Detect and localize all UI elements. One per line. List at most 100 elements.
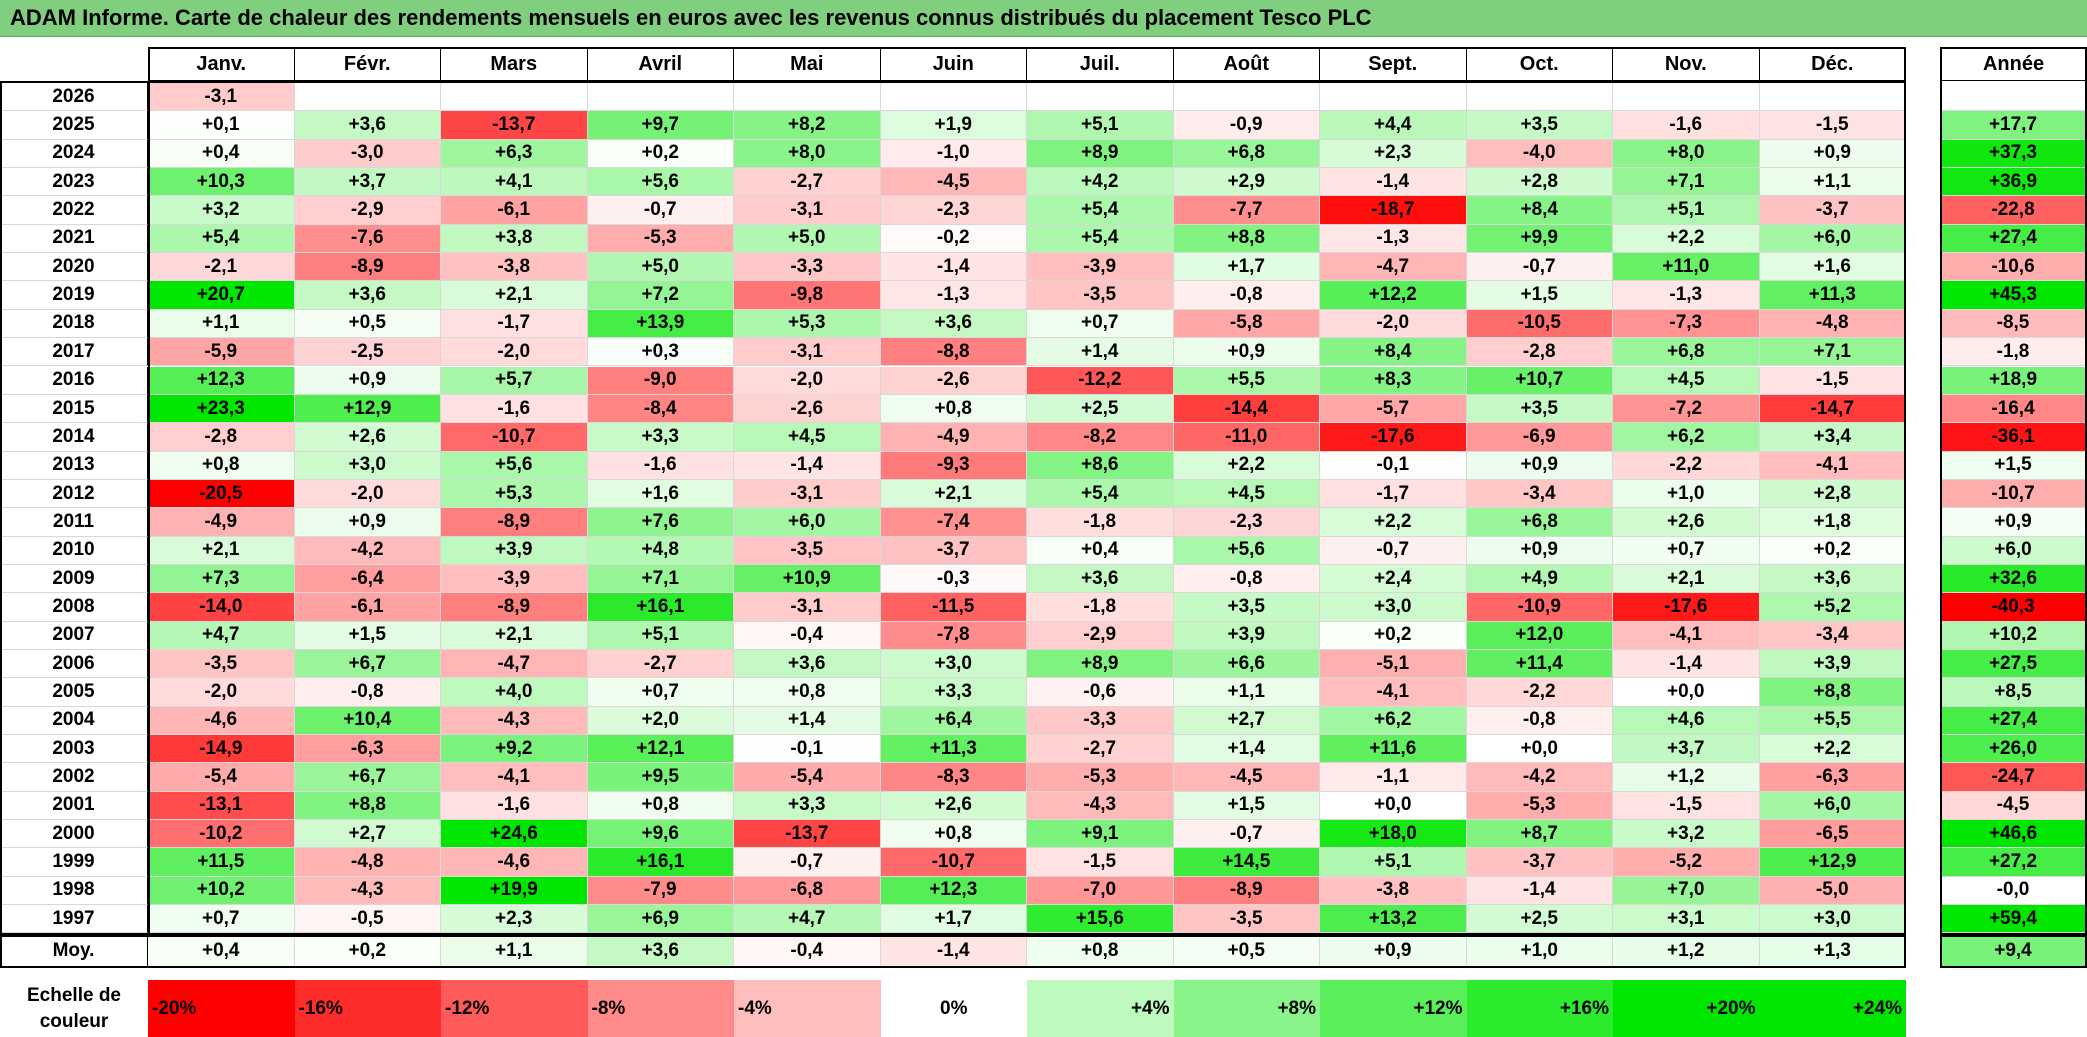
heatmap-cell: +12,9: [294, 394, 441, 424]
heatmap-cell: +2,1: [880, 479, 1027, 509]
heatmap-cell: +0,1: [148, 111, 295, 140]
year-label: 2026: [0, 83, 148, 112]
heatmap-cell: [1466, 83, 1613, 112]
heatmap-cell: +4,9: [1466, 564, 1613, 594]
heatmap-cell: +3,0: [880, 650, 1027, 679]
heatmap-cell: -4,3: [1027, 791, 1174, 821]
heatmap-cell: -2,6: [880, 366, 1027, 395]
heatmap-cell: +0,0: [1466, 735, 1613, 764]
heatmap-cell: +0,7: [1027, 309, 1174, 339]
heatmap-cell: -14,0: [148, 593, 295, 622]
heatmap-cell: +5,0: [734, 224, 881, 254]
heatmap-cell: +0,2: [1320, 621, 1467, 650]
heatmap-cell: -2,8: [1466, 338, 1613, 367]
heatmap-cell: +18,0: [1320, 820, 1467, 849]
heatmap-cell: +15,6: [1027, 905, 1174, 934]
annual-cell: +27,5: [1940, 650, 2087, 679]
heatmap-cell: +8,8: [1173, 224, 1320, 254]
year-label: 2010: [0, 536, 148, 565]
heatmap-cell: -17,6: [1613, 593, 1760, 622]
heatmap-cell: +0,9: [294, 508, 441, 537]
heatmap-cell: -0,8: [1173, 564, 1320, 594]
heatmap-cell: +12,3: [880, 876, 1027, 906]
heatmap-cell: -2,3: [880, 196, 1027, 225]
annual-cell: -1,8: [1940, 338, 2087, 367]
heatmap-cell: +4,1: [441, 168, 588, 197]
average-label: Moy.: [0, 935, 148, 968]
heatmap-cell: +3,6: [1027, 564, 1174, 594]
heatmap-cell: +0,0: [1320, 791, 1467, 821]
heatmap-cell: -2,0: [294, 479, 441, 509]
annual-cell: -22,8: [1940, 196, 2087, 225]
heatmap-cell: +5,4: [148, 224, 295, 254]
heatmap-cell: +4,2: [1027, 168, 1174, 197]
month-header: Mars: [441, 47, 588, 81]
heatmap-cell: -3,4: [1466, 479, 1613, 509]
heatmap-cell: +3,9: [1173, 621, 1320, 650]
heatmap-cell: +3,6: [734, 650, 881, 679]
year-label: 2017: [0, 338, 148, 367]
heatmap-cell: +2,8: [1759, 479, 1906, 509]
heatmap-cell: +5,0: [587, 253, 734, 282]
heatmap-cell: +5,7: [441, 366, 588, 395]
heatmap-cell: -2,1: [148, 253, 295, 282]
heatmap-cell: -3,3: [1027, 706, 1174, 736]
heatmap-cell: +2,4: [1320, 564, 1467, 594]
page-title: ADAM Informe. Carte de chaleur des rende…: [10, 5, 1372, 30]
heatmap-cell: +4,7: [734, 905, 881, 934]
heatmap-cell: -4,2: [294, 536, 441, 565]
average-cell: +1,3: [1759, 935, 1906, 968]
heatmap-cell: -1,6: [441, 394, 588, 424]
heatmap-cell: +8,9: [1027, 650, 1174, 679]
heatmap-cell: -2,0: [441, 338, 588, 367]
annual-cell: -40,3: [1940, 593, 2087, 622]
month-header: Janv.: [148, 47, 295, 81]
heatmap-cell: -8,2: [1027, 423, 1174, 452]
heatmap-cell: +8,2: [734, 111, 881, 140]
scale-swatch: -12%: [441, 980, 588, 1037]
heatmap-cell: -1,5: [1759, 366, 1906, 395]
heatmap-cell: -5,8: [1173, 309, 1320, 339]
heatmap-cell: +5,2: [1759, 593, 1906, 622]
heatmap-cell: -1,3: [1320, 224, 1467, 254]
heatmap-cell: -9,3: [880, 451, 1027, 480]
heatmap-cell: -4,3: [294, 876, 441, 906]
heatmap-cell: -2,3: [1173, 508, 1320, 537]
heatmap-cell: +2,0: [587, 706, 734, 736]
average-cell: +0,9: [1320, 935, 1467, 968]
heatmap-cell: -0,8: [1466, 706, 1613, 736]
heatmap-cell: +2,3: [1320, 139, 1467, 169]
year-label: 2015: [0, 394, 148, 424]
heatmap-cell: -7,9: [587, 876, 734, 906]
heatmap-cell: +14,5: [1173, 848, 1320, 877]
heatmap-cell: +0,5: [294, 309, 441, 339]
heatmap-cell: +2,2: [1173, 451, 1320, 480]
heatmap-cell: -0,4: [734, 621, 881, 650]
heatmap-cell: +11,3: [1759, 281, 1906, 310]
heatmap-cell: +7,0: [1613, 876, 1760, 906]
heatmap-cell: +13,2: [1320, 905, 1467, 934]
heatmap-cell: +5,1: [1320, 848, 1467, 877]
heatmap-cell: -3,1: [734, 338, 881, 367]
heatmap-cell: -1,6: [441, 791, 588, 821]
scale-swatch: -20%: [148, 980, 295, 1037]
year-label: 2005: [0, 678, 148, 707]
heatmap-cell: +13,9: [587, 309, 734, 339]
heatmap-cell: +0,7: [1613, 536, 1760, 565]
heatmap-cell: -7,8: [880, 621, 1027, 650]
month-header: Nov.: [1613, 47, 1760, 81]
heatmap-cell: +0,9: [1173, 338, 1320, 367]
heatmap-cell: +4,7: [148, 621, 295, 650]
heatmap-cell: +1,4: [734, 706, 881, 736]
heatmap-cell: -6,9: [1466, 423, 1613, 452]
heatmap-cell: -2,0: [1320, 309, 1467, 339]
heatmap-cell: +2,8: [1466, 168, 1613, 197]
year-label: 2011: [0, 508, 148, 537]
heatmap-cell: +9,6: [587, 820, 734, 849]
annual-header: Année: [1940, 47, 2087, 81]
heatmap-cell: -20,5: [148, 479, 295, 509]
heatmap-cell: +5,1: [1613, 196, 1760, 225]
heatmap-cell: +4,5: [1173, 479, 1320, 509]
annual-cell: +6,0: [1940, 536, 2087, 565]
heatmap-cell: -11,5: [880, 593, 1027, 622]
